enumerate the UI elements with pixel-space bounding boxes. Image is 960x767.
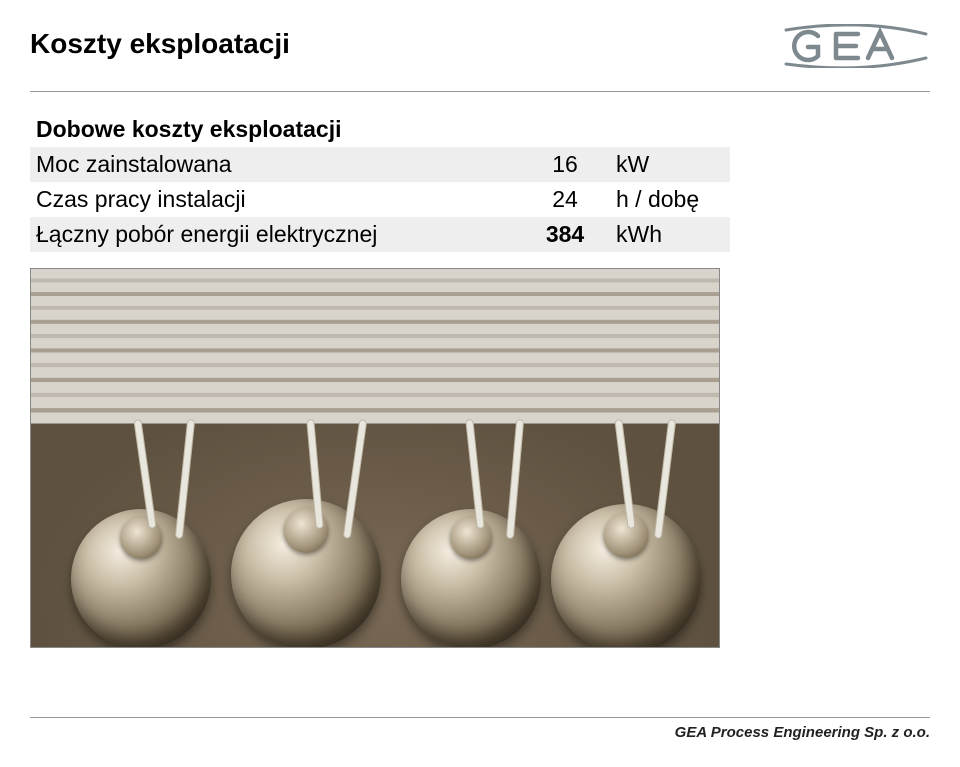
- row-value: 24: [520, 182, 610, 217]
- vessel: [71, 509, 211, 648]
- row-unit: kW: [610, 147, 730, 182]
- row-label: Moc zainstalowana: [30, 147, 520, 182]
- header: Koszty eksploatacji: [30, 28, 930, 73]
- row-label: Czas pracy instalacji: [30, 182, 520, 217]
- equipment-photo: [30, 268, 720, 648]
- divider-top: [30, 91, 930, 92]
- vessel: [231, 499, 381, 648]
- slide: Koszty eksploatacji Dobowe koszty eks: [0, 0, 960, 767]
- divider-bottom: [30, 717, 930, 718]
- table-header-label: Dobowe koszty eksploatacji: [30, 112, 520, 147]
- table-header-unit: [610, 112, 730, 147]
- gea-logo: [780, 24, 930, 73]
- table-row: Czas pracy instalacji 24 h / dobę: [30, 182, 730, 217]
- row-value: 16: [520, 147, 610, 182]
- vessel: [551, 504, 701, 648]
- table-header-value: [520, 112, 610, 147]
- logo-icon: [786, 25, 926, 68]
- table-row: Moc zainstalowana 16 kW: [30, 147, 730, 182]
- slide-title: Koszty eksploatacji: [30, 28, 290, 60]
- photo-pipes: [30, 269, 720, 424]
- row-unit: kWh: [610, 217, 730, 252]
- row-label: Łączny pobór energii elektrycznej: [30, 217, 520, 252]
- row-value: 384: [520, 217, 610, 252]
- vessel: [401, 509, 541, 648]
- table-header-row: Dobowe koszty eksploatacji: [30, 112, 730, 147]
- row-unit: h / dobę: [610, 182, 730, 217]
- footer-text: GEA Process Engineering Sp. z o.o.: [30, 724, 930, 741]
- table-row: Łączny pobór energii elektrycznej 384 kW…: [30, 217, 730, 252]
- footer: GEA Process Engineering Sp. z o.o.: [0, 717, 960, 741]
- cost-table: Dobowe koszty eksploatacji Moc zainstalo…: [30, 112, 730, 252]
